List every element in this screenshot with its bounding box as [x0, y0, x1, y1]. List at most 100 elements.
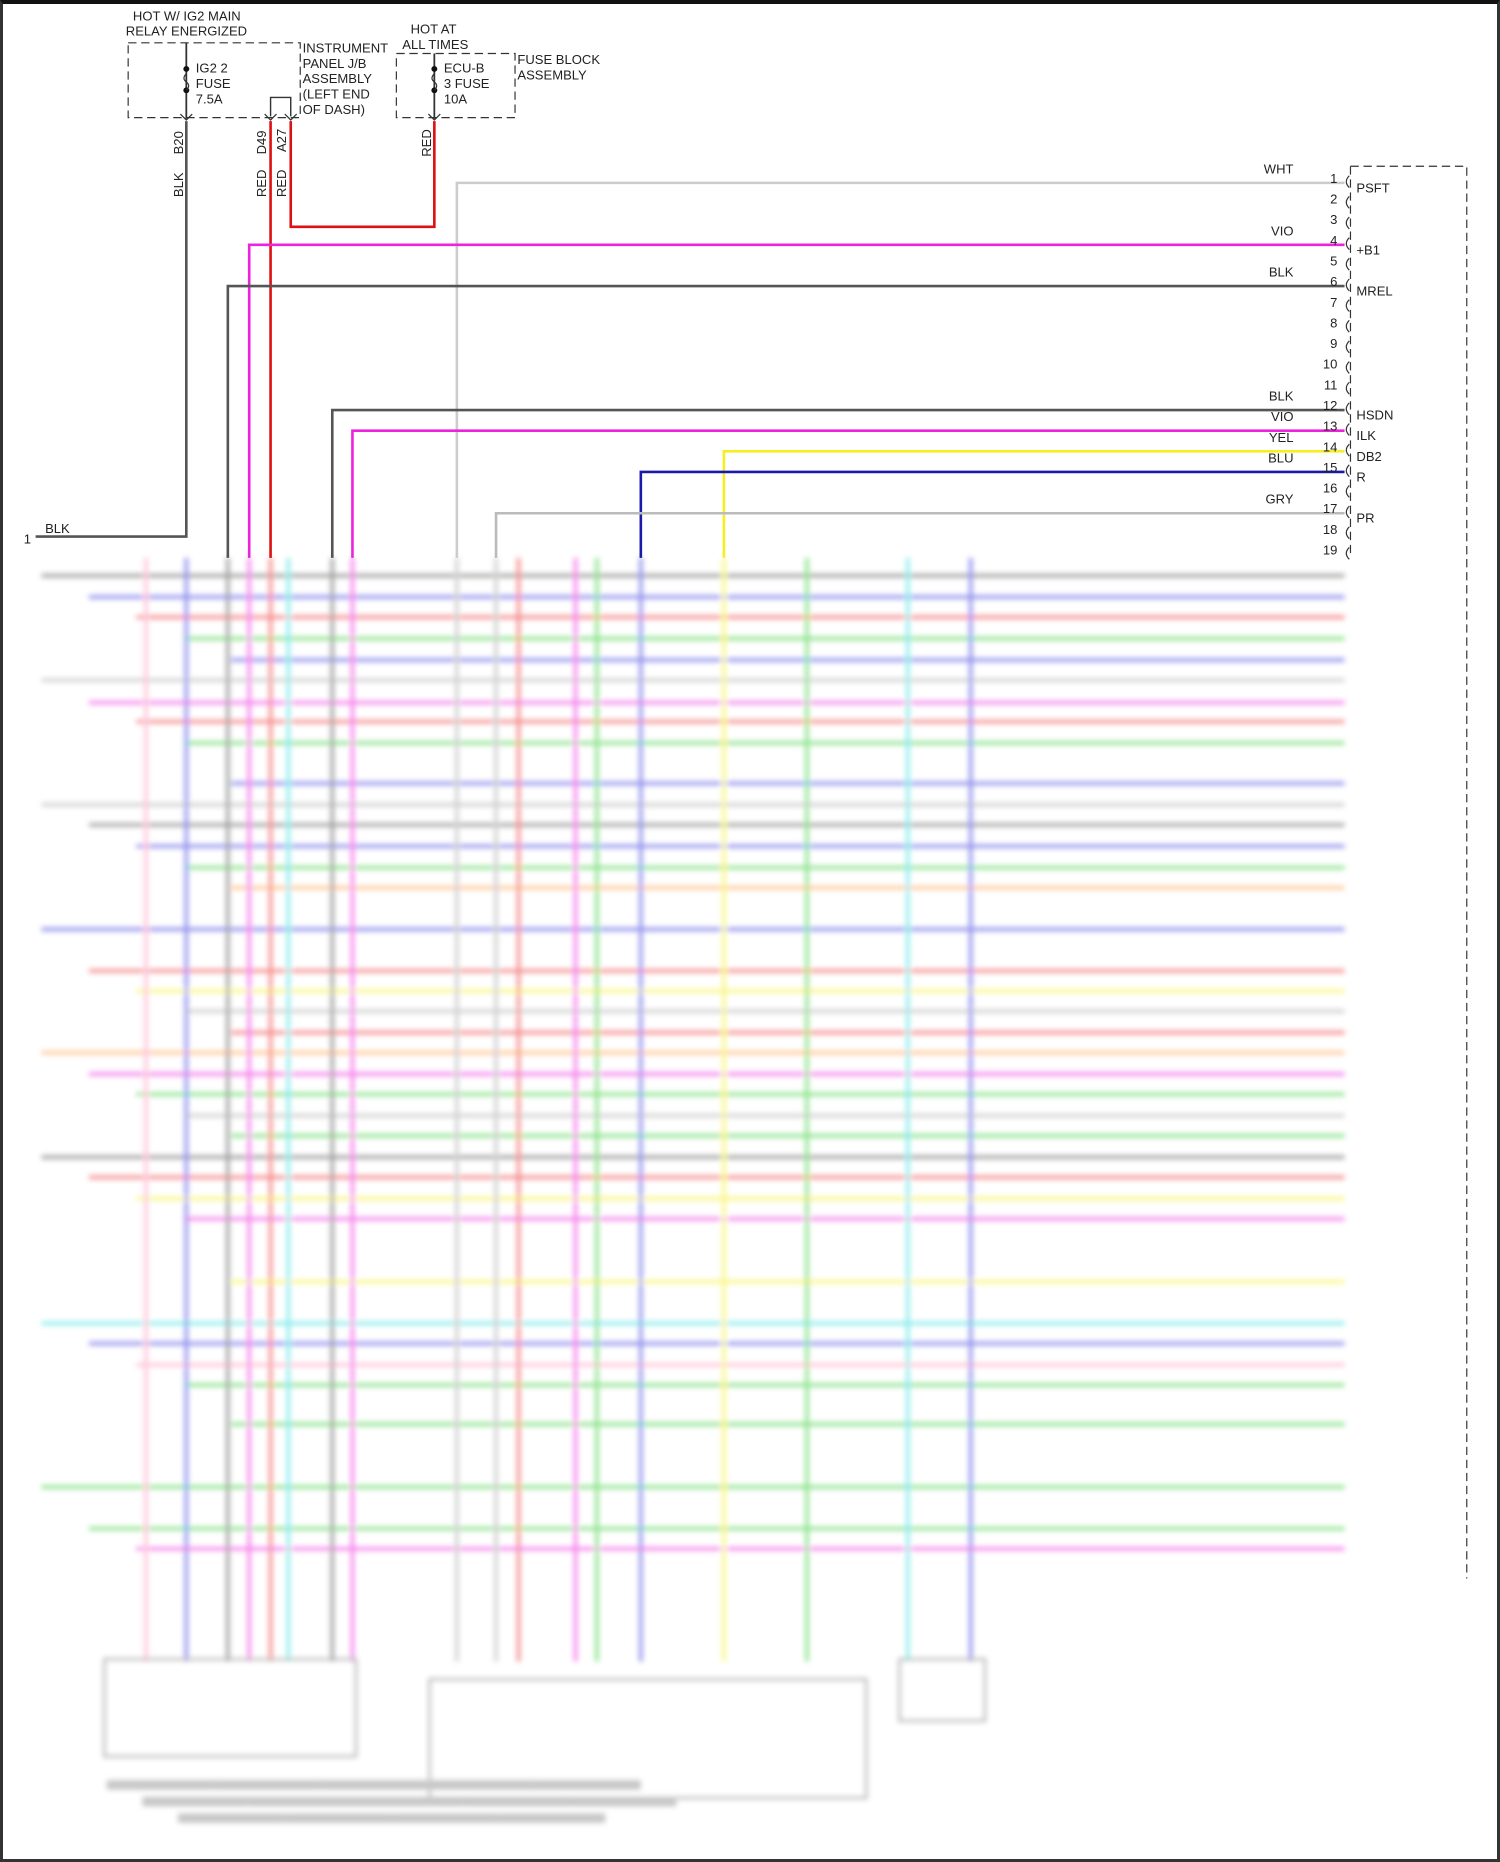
blurred-label: [213, 1780, 321, 1790]
wire-label-red: RED: [274, 170, 289, 198]
pin-number: 11: [1324, 377, 1338, 392]
fuse-name: ECU-B: [444, 61, 485, 76]
pin-terminal-icon: [1345, 257, 1350, 271]
wire-color-label: BLU: [1268, 450, 1293, 465]
ecu-dashed-box: [1350, 165, 1468, 1579]
power-wires: [35, 121, 436, 558]
blurred-label: [462, 1796, 570, 1807]
pin-number: 15: [1323, 460, 1338, 475]
pin-terminal-icon: [1345, 443, 1350, 457]
pin-number: 18: [1323, 522, 1338, 537]
pin-number: 4: [1330, 233, 1337, 248]
assembly-line: (LEFT END: [303, 87, 370, 102]
pin-terminal-icon: [1345, 237, 1350, 250]
blurred-label: [498, 1813, 606, 1823]
pin-terminal-icon: [1345, 319, 1350, 333]
blurred-component: [898, 1657, 987, 1723]
assembly-line: PANEL J/B: [303, 56, 367, 71]
pin-terminal-icon: [1345, 340, 1350, 354]
jb-dashed-box: [127, 42, 301, 119]
pin-number: 10: [1323, 357, 1338, 372]
pin-label: ILK: [1356, 428, 1376, 443]
pin-number: 9: [1330, 336, 1337, 351]
wire-pin-17: [494, 511, 1345, 558]
pin-terminal-icon: [1345, 526, 1350, 540]
wire-pin-6: [226, 284, 1345, 558]
pin-terminal-icon: [1345, 299, 1350, 312]
assembly-line: OF DASH): [303, 102, 365, 117]
ecu-wires: [226, 181, 1345, 558]
wire-pin-13: [351, 429, 1345, 558]
ecu-connector: 1 PSFT WHT 2 3 4 +B1 VIO 5 6 MREL BLK 7 8 9 10 11 12 HSDN B…: [1264, 161, 1393, 560]
pin-label: PR: [1356, 511, 1374, 526]
blurred-label: [427, 1780, 535, 1790]
pin-terminal-icon: [1345, 195, 1350, 209]
wire-blk-b20: [35, 121, 188, 538]
wire-label-red: RED: [254, 170, 269, 198]
blurred-component: [103, 1657, 358, 1758]
fuse-icon: [431, 73, 438, 91]
terminal-b20: B20: [171, 131, 186, 154]
assembly-line: ASSEMBLY: [303, 71, 373, 86]
pin-number: 17: [1323, 501, 1338, 516]
pin-terminal-icon: [1345, 175, 1350, 189]
fuse-label: FUSE: [196, 76, 231, 91]
pin-terminal-icon: [1345, 505, 1350, 519]
wire-pin-14: [722, 450, 1345, 558]
pin-terminal-icon: [1345, 485, 1350, 498]
pin-label: R: [1356, 469, 1365, 484]
wire-pin-1: [455, 181, 1345, 558]
assembly-line: INSTRUMENT: [303, 40, 389, 55]
wire-color-label: GRY: [1265, 492, 1293, 507]
wire-color-label: YEL: [1269, 430, 1294, 445]
wire-color-label: VIO: [1271, 409, 1293, 424]
blurred-label: [249, 1796, 357, 1807]
blurred-label: [320, 1780, 428, 1790]
wire-red-a27: [289, 121, 436, 229]
wire-pin-12: [330, 408, 1345, 558]
pin-terminal-icon: [1345, 464, 1350, 478]
terminal-a27: A27: [274, 129, 289, 152]
blurred-label: [569, 1796, 677, 1807]
pin-number: 1: [1330, 171, 1337, 186]
pin-label: DB2: [1356, 449, 1381, 464]
hot-label-line1: HOT AT: [411, 21, 457, 36]
fuse-icon: [183, 73, 190, 91]
fuse-block-assembly: HOT AT ALL TIMES ECU-B 3 FUSE 10A FUSE B…: [395, 21, 600, 157]
pin-label: MREL: [1356, 284, 1392, 299]
blurred-label: [534, 1780, 641, 1790]
pin-number: 13: [1323, 419, 1338, 434]
pin-terminal-icon: [1345, 423, 1350, 436]
ig2-relay-block: HOT W/ IG2 MAIN RELAY ENERGIZED IG2 2 FU…: [126, 8, 388, 197]
hot-label-line2: RELAY ENERGIZED: [126, 24, 247, 39]
blurred-component: [428, 1678, 868, 1800]
fuse-rating: 10A: [444, 91, 468, 106]
pin-number: 7: [1330, 295, 1337, 310]
wire-color-label: BLK: [1269, 389, 1294, 404]
assembly-line: ASSEMBLY: [517, 68, 587, 83]
pin-number: 16: [1323, 481, 1338, 496]
pin-terminal-icon: [1345, 216, 1350, 230]
blurred-label: [391, 1813, 499, 1823]
fuse-rating: 7.5A: [196, 91, 223, 106]
pin-number: 8: [1330, 315, 1337, 330]
blurred-lower-diagram: [41, 557, 1345, 1823]
pin-terminal-icon: [1345, 402, 1350, 416]
ground-pin-number: 1: [24, 532, 31, 547]
pin-number: 3: [1330, 212, 1337, 227]
wire-pin-4: [247, 243, 1345, 558]
pin-terminal-icon: [1345, 361, 1350, 374]
pin-terminal-icon: [1345, 278, 1350, 292]
assembly-line: FUSE BLOCK: [517, 52, 600, 67]
ground-wire-label: BLK: [45, 521, 70, 536]
wire-pin-15: [639, 470, 1345, 558]
pin-number: 14: [1323, 439, 1338, 454]
terminal-d49: D49: [254, 130, 269, 154]
wire-color-label: BLK: [1269, 265, 1294, 280]
pin-label: +B1: [1356, 242, 1380, 257]
fuse-label: 3 FUSE: [444, 76, 490, 91]
pin-number: 5: [1330, 253, 1337, 268]
pin-number: 12: [1323, 398, 1338, 413]
wire-color-label: WHT: [1264, 161, 1294, 176]
pin-number: 6: [1330, 274, 1337, 289]
